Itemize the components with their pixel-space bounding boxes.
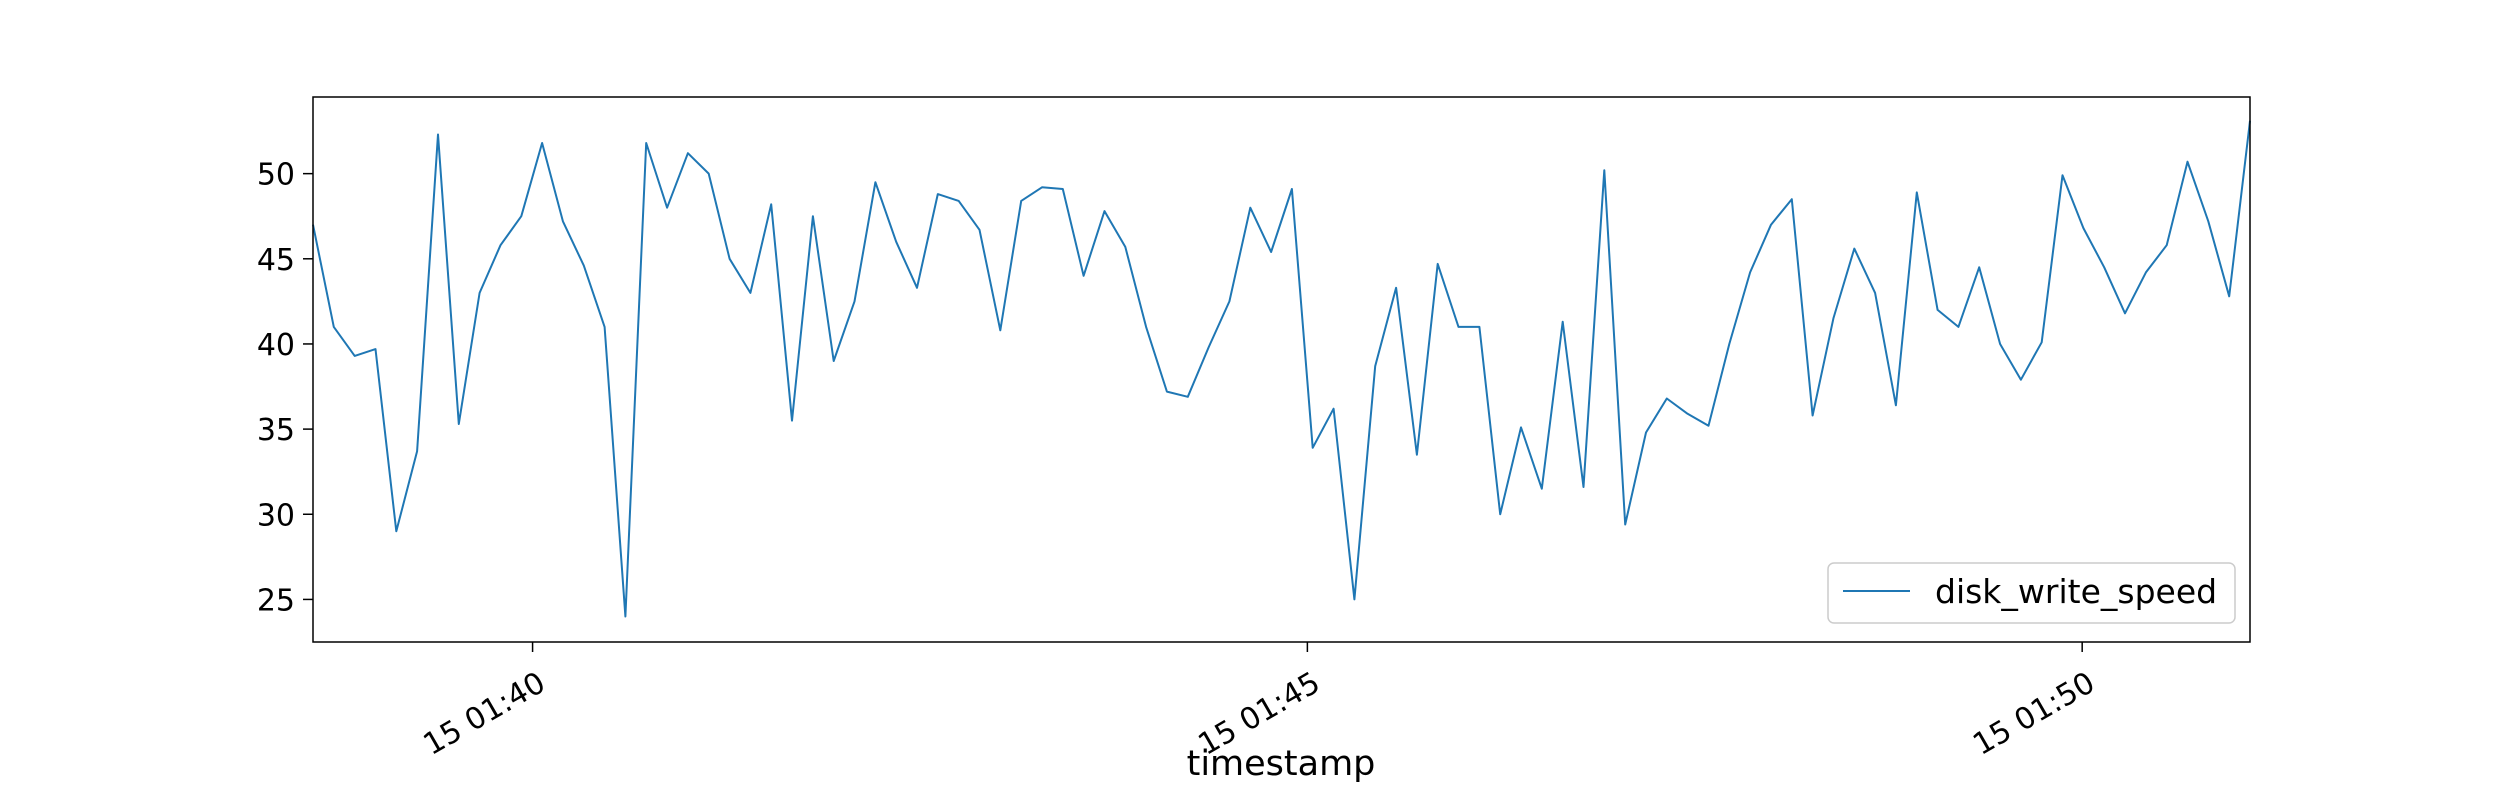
x-axis-title: timestamp <box>1187 744 1376 784</box>
legend-box <box>1827 562 2236 624</box>
series-line-disk-write-speed <box>312 120 2251 618</box>
y-tick-label: 25 <box>257 583 295 618</box>
y-axis-ticks: 25 30 35 40 45 50 <box>257 158 313 618</box>
x-tick-label: 15 01:40 <box>418 665 552 762</box>
y-tick-label: 30 <box>257 498 295 533</box>
x-tick-label: 15 01:50 <box>1967 665 2101 762</box>
legend: disk_write_speed <box>1827 562 2236 624</box>
y-tick-label: 45 <box>257 243 295 278</box>
legend-label: disk_write_speed <box>1935 572 2217 611</box>
y-tick-label: 35 <box>257 413 295 448</box>
y-tick-label: 50 <box>257 158 295 193</box>
plot-area <box>313 97 2250 642</box>
plot-frame <box>312 96 2251 643</box>
y-tick-label: 40 <box>257 328 295 363</box>
